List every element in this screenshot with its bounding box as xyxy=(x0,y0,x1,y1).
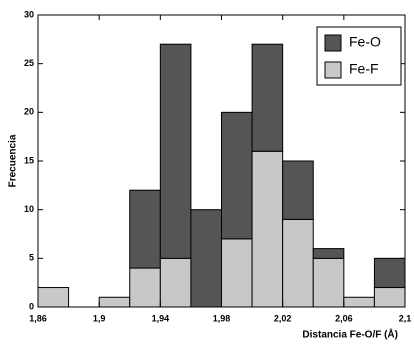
bar xyxy=(251,43,284,152)
bar xyxy=(221,111,253,240)
y-tick-label: 0 xyxy=(29,301,34,311)
x-tick-label: 1,86 xyxy=(29,313,47,323)
x-tick-label: 2,1 xyxy=(399,313,412,323)
bar xyxy=(190,209,223,308)
bar xyxy=(282,160,314,220)
x-tick-label: 1,98 xyxy=(213,313,231,323)
legend-label: Fe-F xyxy=(349,61,379,77)
bar xyxy=(312,257,345,308)
x-axis-title: Distancia Fe-O/F (Å) xyxy=(302,328,398,341)
bar xyxy=(373,257,406,289)
bar xyxy=(129,267,161,308)
bar xyxy=(221,238,253,308)
bar xyxy=(159,257,192,308)
y-tick-label: 30 xyxy=(24,9,34,19)
legend-label: Fe-O xyxy=(349,34,381,50)
bar xyxy=(98,296,131,308)
x-tick-label: 2,06 xyxy=(335,313,353,323)
bar xyxy=(129,189,161,269)
bar xyxy=(282,218,314,308)
legend-swatch xyxy=(324,61,342,79)
x-tick-label: 2,02 xyxy=(274,313,292,323)
legend-swatch xyxy=(324,34,342,52)
x-tick-label: 1,94 xyxy=(152,313,170,323)
y-axis-title: Frecuencia xyxy=(8,134,19,187)
bar xyxy=(159,43,192,259)
y-tick-label: 25 xyxy=(24,58,34,68)
y-tick-label: 10 xyxy=(24,204,34,214)
bar xyxy=(251,150,284,308)
bar xyxy=(343,296,375,308)
y-tick-label: 5 xyxy=(29,253,34,263)
bar xyxy=(312,248,345,259)
bar xyxy=(373,287,406,308)
y-tick-label: 15 xyxy=(24,155,34,165)
bar xyxy=(37,287,70,308)
x-tick-label: 1,9 xyxy=(93,313,106,323)
y-tick-label: 20 xyxy=(24,107,34,117)
